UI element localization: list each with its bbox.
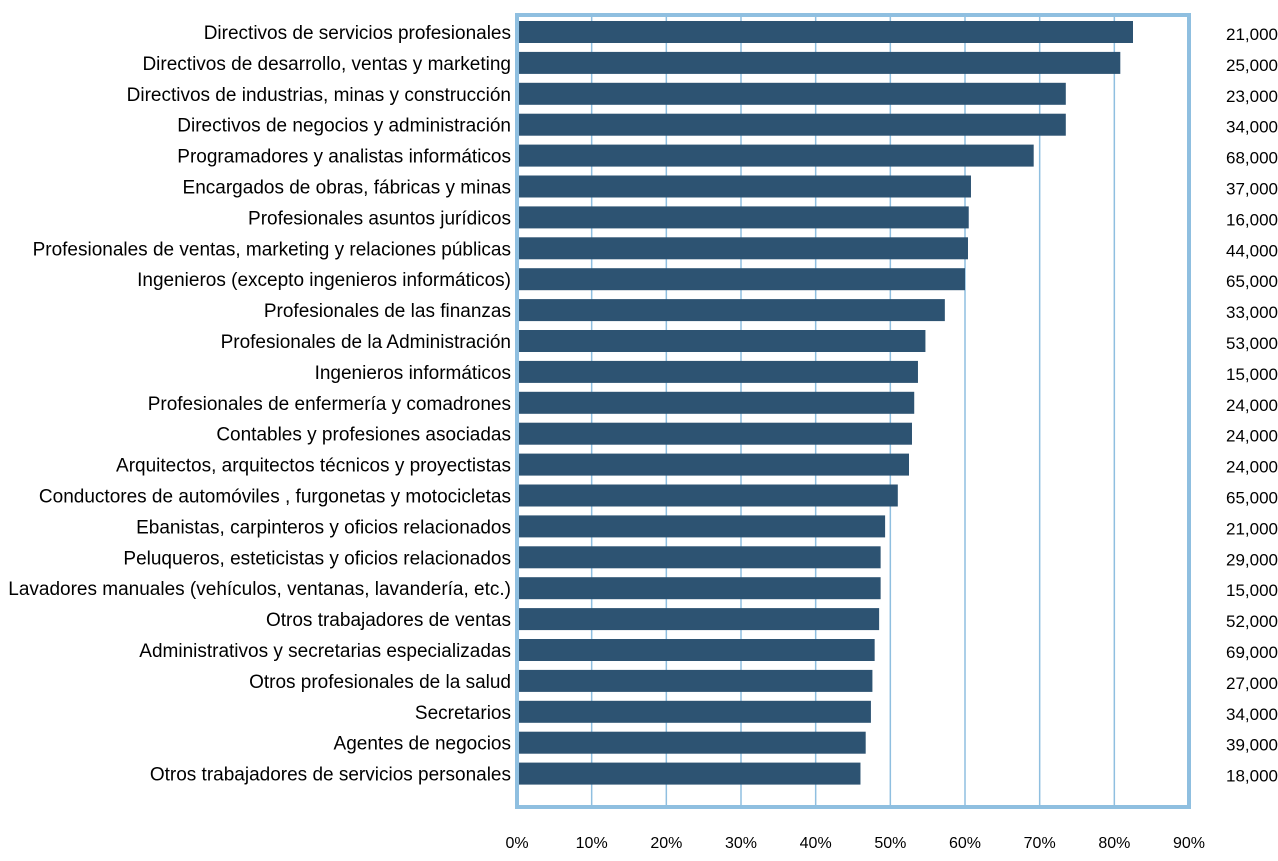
side-value-label: 24,000 (1226, 396, 1278, 415)
side-value-label: 21,000 (1226, 25, 1278, 44)
x-tick-label: 50% (874, 835, 906, 852)
bar (518, 731, 866, 754)
side-value-label: 27,000 (1226, 674, 1278, 693)
category-label: Administrativos y secretarias especializ… (139, 641, 511, 662)
side-value-label: 34,000 (1226, 705, 1278, 724)
category-label: Otros profesionales de la salud (249, 672, 511, 693)
x-tick-label: 90% (1173, 835, 1205, 852)
bar (518, 546, 881, 569)
bar (518, 144, 1034, 167)
side-value-label: 68,000 (1226, 149, 1278, 168)
bar (518, 608, 880, 631)
bar (518, 422, 912, 445)
bar (518, 515, 886, 538)
category-label: Peluqueros, esteticistas y oficios relac… (123, 548, 511, 569)
category-label: Otros trabajadores de ventas (266, 610, 511, 631)
category-label: Profesionales de enfermería y comadrones (148, 394, 511, 415)
category-label: Profesionales asuntos jurídicos (248, 208, 511, 229)
side-value-label: 52,000 (1226, 612, 1278, 631)
bar (518, 113, 1066, 136)
x-tick-label: 40% (800, 835, 832, 852)
category-label: Otros trabajadores de servicios personal… (150, 765, 511, 786)
x-tick-label: 10% (576, 835, 608, 852)
side-value-label: 44,000 (1226, 241, 1278, 260)
bar (518, 577, 881, 600)
x-tick-label: 0% (505, 835, 528, 852)
x-tick-label: 80% (1098, 835, 1130, 852)
bar (518, 453, 909, 476)
side-value-label: 39,000 (1226, 736, 1278, 755)
bar (518, 391, 915, 414)
category-label: Conductores de automóviles , furgonetas … (39, 487, 511, 508)
bar (518, 82, 1066, 105)
category-labels: Directivos de servicios profesionales Dir… (8, 23, 511, 786)
category-label: Directivos de desarrollo, ventas y marke… (142, 54, 511, 75)
side-value-label: 16,000 (1226, 210, 1278, 229)
category-label: Profesionales de la Administración (221, 332, 511, 353)
bar (518, 639, 875, 661)
side-value-label: 25,000 (1226, 56, 1278, 75)
side-value-label: 69,000 (1226, 643, 1278, 662)
bar (518, 268, 965, 291)
category-label: Contables y profesiones asociadas (216, 425, 511, 446)
bar (518, 237, 968, 260)
side-value-label: 18,000 (1226, 767, 1278, 786)
bar (518, 669, 873, 692)
bars (518, 21, 1133, 785)
category-label: Ingenieros (excepto ingenieros informáti… (137, 270, 511, 291)
x-tick-label: 60% (949, 835, 981, 852)
category-label: Profesionales de las finanzas (264, 301, 511, 322)
category-label: Arquitectos, arquitectos técnicos y proy… (116, 456, 511, 477)
side-value-label: 53,000 (1226, 334, 1278, 353)
category-label: Agentes de negocios (334, 734, 511, 755)
category-label: Encargados de obras, fábricas y minas (183, 178, 511, 199)
x-tick-label: 30% (725, 835, 757, 852)
side-value-label: 29,000 (1226, 550, 1278, 569)
plot-frame (515, 13, 1191, 809)
side-value-label: 65,000 (1226, 489, 1278, 508)
category-label: Directivos de industrias, minas y constr… (127, 85, 511, 106)
side-value-label: 65,000 (1226, 272, 1278, 291)
bar (518, 700, 871, 723)
side-value-label: 33,000 (1226, 303, 1278, 322)
bar (518, 330, 926, 352)
bar (518, 299, 945, 322)
x-tick-labels: 0% 10% 20% 30% 40% 50% 60% 70% 80% 90% (505, 835, 1205, 852)
bar (518, 206, 969, 229)
bar (518, 360, 918, 383)
x-tick-label: 20% (650, 835, 682, 852)
bar (518, 175, 971, 198)
side-value-label: 24,000 (1226, 427, 1278, 446)
category-label: Directivos de negocios y administración (177, 116, 511, 137)
side-value-label: 15,000 (1226, 581, 1278, 600)
side-value-label: 21,000 (1226, 519, 1278, 538)
side-value-label: 37,000 (1226, 180, 1278, 199)
side-value-label: 23,000 (1226, 87, 1278, 106)
side-value-label: 34,000 (1226, 118, 1278, 137)
category-label: Ingenieros informáticos (315, 363, 511, 384)
x-tick-label: 70% (1024, 835, 1056, 852)
category-label: Secretarios (415, 703, 511, 724)
category-label: Directivos de servicios profesionales (204, 23, 511, 44)
category-label: Lavadores manuales (vehículos, ventanas,… (8, 579, 511, 600)
side-value-labels: 21,000 25,000 23,000 34,000 68,000 37,000 16,0… (1226, 25, 1278, 786)
category-label: Programadores y analistas informáticos (177, 147, 511, 168)
side-value-label: 24,000 (1226, 458, 1278, 477)
category-label: Profesionales de ventas, marketing y rel… (33, 239, 511, 260)
bar (518, 762, 861, 785)
side-value-label: 15,000 (1226, 365, 1278, 384)
bar (518, 484, 898, 507)
category-label: Ebanistas, carpinteros y oficios relacio… (136, 517, 511, 538)
bar (518, 21, 1133, 43)
bar (518, 51, 1121, 74)
